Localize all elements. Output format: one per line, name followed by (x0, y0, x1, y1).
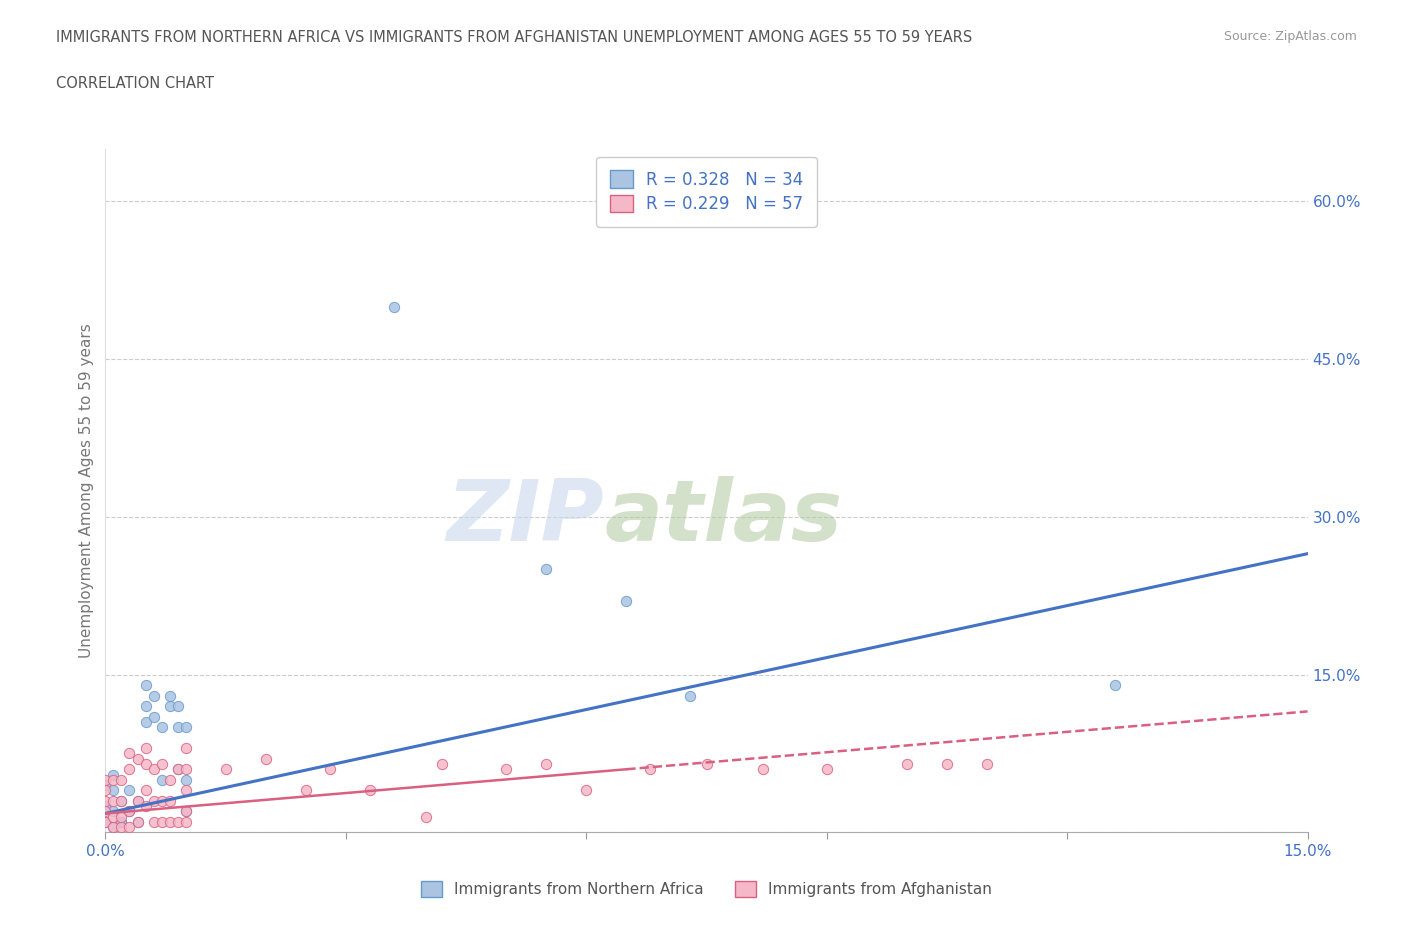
Point (94, 804, 117, 818)
Point (127, 815, 149, 830)
Point (127, 793, 149, 808)
Point (751, 762, 773, 777)
Point (174, 762, 197, 777)
Point (118, 819, 141, 834)
Point (174, 804, 197, 818)
Point (159, 815, 181, 830)
Point (495, 762, 517, 777)
Point (150, 793, 173, 808)
Point (679, 688, 702, 703)
Point (110, 793, 132, 808)
Point (616, 593, 638, 608)
Point (135, 714, 157, 729)
Point (174, 720, 197, 735)
Text: CORRELATION CHART: CORRELATION CHART (56, 76, 214, 91)
Point (135, 757, 157, 772)
Text: IMMIGRANTS FROM NORTHERN AFRICA VS IMMIGRANTS FROM AFGHANISTAN UNEMPLOYMENT AMON: IMMIGRANTS FROM NORTHERN AFRICA VS IMMIG… (56, 30, 973, 45)
Point (135, 741, 157, 756)
Point (135, 799, 157, 814)
Point (118, 783, 141, 798)
Point (127, 815, 149, 830)
Point (103, 819, 125, 834)
Y-axis label: Unemployment Among Ages 55 to 59 years: Unemployment Among Ages 55 to 59 years (79, 324, 94, 658)
Point (159, 793, 181, 808)
Point (135, 678, 157, 693)
Point (94, 815, 117, 830)
Point (94, 793, 117, 808)
Point (94, 777, 117, 792)
Point (118, 762, 141, 777)
Point (174, 783, 197, 798)
Point (118, 804, 141, 818)
Point (103, 809, 125, 824)
Point (127, 751, 149, 766)
Point (142, 688, 165, 703)
Point (415, 809, 437, 824)
Point (142, 793, 165, 808)
Point (110, 793, 132, 808)
Point (936, 757, 959, 772)
Text: ZIP: ZIP (447, 476, 605, 560)
Point (118, 804, 141, 818)
Point (150, 815, 173, 830)
Point (110, 809, 132, 824)
Point (150, 720, 173, 735)
Point (94, 783, 117, 798)
Point (118, 746, 141, 761)
Point (295, 783, 318, 798)
Point (166, 815, 188, 830)
Point (174, 815, 197, 830)
Point (159, 688, 181, 703)
Point (896, 757, 918, 772)
Point (135, 783, 157, 798)
Point (1104, 678, 1126, 693)
Point (815, 762, 838, 777)
Point (127, 793, 149, 808)
Point (103, 783, 125, 798)
Text: atlas: atlas (605, 476, 842, 560)
Point (94, 815, 117, 830)
Point (430, 757, 453, 772)
Point (103, 772, 125, 787)
Point (110, 819, 132, 834)
Point (174, 772, 197, 787)
Point (135, 698, 157, 713)
Point (166, 762, 188, 777)
Point (94, 799, 117, 814)
Point (103, 819, 125, 834)
Point (319, 762, 342, 777)
Point (696, 757, 718, 772)
Legend: Immigrants from Northern Africa, Immigrants from Afghanistan: Immigrants from Northern Africa, Immigra… (415, 875, 998, 903)
Point (110, 815, 132, 830)
Point (110, 772, 132, 787)
Point (166, 720, 188, 735)
Point (142, 815, 165, 830)
Point (976, 757, 998, 772)
Point (94, 772, 117, 787)
Point (150, 772, 173, 787)
Point (110, 815, 132, 830)
Point (382, 299, 405, 314)
Point (103, 804, 125, 818)
Point (534, 757, 557, 772)
Point (103, 793, 125, 808)
Point (166, 698, 188, 713)
Point (359, 783, 381, 798)
Point (575, 783, 598, 798)
Point (159, 772, 181, 787)
Point (142, 710, 165, 724)
Point (174, 804, 197, 818)
Point (103, 767, 125, 782)
Point (166, 762, 188, 777)
Point (254, 751, 277, 766)
Point (534, 562, 557, 577)
Text: Source: ZipAtlas.com: Source: ZipAtlas.com (1223, 30, 1357, 43)
Point (142, 762, 165, 777)
Point (159, 698, 181, 713)
Point (150, 757, 173, 772)
Point (174, 741, 197, 756)
Point (640, 762, 662, 777)
Point (214, 762, 236, 777)
